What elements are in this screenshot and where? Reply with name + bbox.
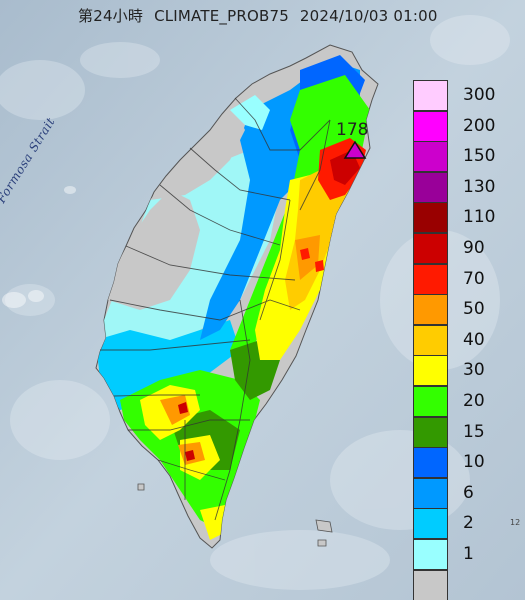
title-product: CLIMATE_PROB75	[154, 7, 289, 25]
legend-swatch	[413, 477, 448, 509]
legend-item: 20	[413, 385, 523, 417]
legend-label: 110	[463, 207, 496, 228]
legend-swatch	[413, 508, 448, 540]
legend-label: 130	[463, 176, 496, 197]
title-datetime: 2024/10/03 01:00	[299, 7, 438, 25]
legend-swatch	[413, 232, 448, 264]
legend-item: 130	[413, 171, 523, 203]
legend-item: 90	[413, 232, 523, 264]
legend-swatch	[413, 110, 448, 142]
legend-label: 40	[463, 329, 485, 350]
legend-item: 150	[413, 141, 523, 173]
legend-swatch	[413, 202, 448, 234]
legend-item: 6	[413, 477, 523, 509]
legend-item: 10	[413, 447, 523, 479]
corner-label: 12	[510, 518, 521, 527]
legend-label: 200	[463, 115, 496, 136]
legend-swatch	[413, 171, 448, 203]
title-period: 第24小時	[78, 7, 144, 25]
legend-swatch	[413, 294, 448, 326]
legend-label: 1	[463, 543, 474, 564]
legend-item: 300	[413, 80, 523, 111]
legend-item	[413, 569, 523, 600]
legend-label: 20	[463, 390, 485, 411]
county-boundaries	[100, 97, 331, 521]
legend-label: 90	[463, 237, 485, 258]
sea-small-clouds	[2, 186, 76, 308]
legend-label: 15	[463, 421, 485, 442]
legend-swatch	[413, 569, 448, 600]
small-islands	[137, 483, 333, 547]
legend-label: 2	[463, 513, 474, 534]
map-title: 第24小時 CLIMATE_PROB75 2024/10/03 01:00	[78, 5, 444, 26]
legend-label: 30	[463, 360, 485, 381]
legend-item: 200	[413, 110, 523, 142]
legend-label: 10	[463, 452, 485, 473]
legend-swatch	[413, 416, 448, 448]
legend-swatch	[413, 447, 448, 479]
legend-swatch	[413, 141, 448, 173]
legend-swatch	[413, 385, 448, 417]
legend-swatch	[413, 355, 448, 387]
legend-swatch	[413, 263, 448, 295]
legend-item: 40	[413, 324, 523, 356]
legend-label: 50	[463, 299, 485, 320]
legend-item: 1	[413, 538, 523, 570]
legend-label: 300	[463, 85, 496, 105]
legend-item: 110	[413, 202, 523, 234]
max-rainfall-value: 178	[336, 120, 369, 140]
legend-item: 15	[413, 416, 523, 448]
rainfall-legend: 300 200 150 130 110 90 70 50 40 30 20 15 10 6 2 1	[413, 80, 523, 600]
max-rainfall-marker-icon	[343, 140, 367, 159]
legend-item: 50	[413, 294, 523, 326]
legend-item: 30	[413, 355, 523, 387]
legend-swatch	[413, 80, 448, 111]
legend-label: 150	[463, 146, 496, 167]
legend-label: 70	[463, 268, 485, 289]
legend-item: 2	[413, 508, 523, 540]
legend-swatch	[413, 538, 448, 570]
legend-item: 70	[413, 263, 523, 295]
legend-label: 6	[463, 482, 474, 503]
legend-swatch	[413, 324, 448, 356]
